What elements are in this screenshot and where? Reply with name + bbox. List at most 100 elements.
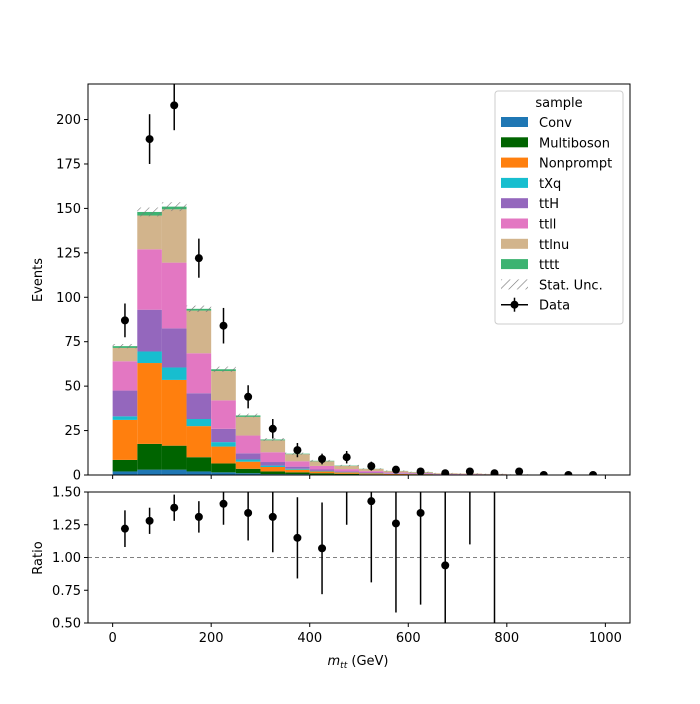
legend-swatch-txq [501, 178, 528, 188]
stat-unc-bin-2 [162, 202, 187, 211]
bottom-ytick-label-0: 0.50 [52, 617, 81, 632]
bar-multiboson-bin-1 [137, 444, 162, 470]
data-point-bin-3 [195, 254, 203, 262]
bar-ttlnu-bin-5 [236, 417, 261, 436]
data-point-bin-9 [343, 453, 351, 461]
bar-nonprompt-bin-6 [260, 467, 285, 471]
ratio-point-bin-11 [392, 519, 400, 527]
data-point-bin-16 [515, 467, 523, 475]
bar-nonprompt-bin-1 [137, 363, 162, 444]
bar-ttlnu-bin-2 [162, 209, 187, 262]
stat-unc-bin-0 [113, 344, 138, 348]
bottom-xtick-label-1: 200 [199, 631, 224, 646]
bar-txq-bin-4 [211, 442, 236, 446]
legend-swatch-nonprompt [501, 158, 528, 168]
bar-ttll-bin-8 [310, 466, 335, 470]
legend-swatch-ttlnu [501, 239, 528, 249]
bar-nonprompt-bin-10 [359, 473, 384, 474]
top-ytick-label-7: 175 [56, 157, 81, 172]
ratio-point-bin-10 [367, 497, 375, 505]
ratio-point-bin-0 [121, 525, 129, 533]
ratio-point-bin-1 [146, 517, 154, 525]
legend-label-ttll: ttll [539, 218, 556, 233]
data-point-bin-15 [491, 469, 499, 477]
bottom-ytick-label-3: 1.25 [52, 518, 81, 533]
top-ytick-label-0: 0 [73, 469, 81, 484]
top-ytick-label-1: 25 [64, 424, 81, 439]
ratio-point-bin-6 [269, 513, 277, 521]
bar-ttlnu-bin-4 [211, 371, 236, 400]
bar-conv-bin-1 [137, 470, 162, 475]
top-ytick-label-5: 125 [56, 246, 81, 261]
ratio-point-bin-12 [417, 509, 425, 517]
data-point-bin-0 [121, 316, 129, 324]
bar-ttll-bin-9 [334, 469, 359, 471]
bar-ttll-bin-5 [236, 436, 261, 454]
bar-nonprompt-bin-2 [162, 380, 187, 446]
bar-ttll-bin-0 [113, 361, 138, 390]
bar-ttll-bin-4 [211, 400, 236, 428]
top-ytick-label-6: 150 [56, 202, 81, 217]
legend-label-nonprompt: Nonprompt [539, 157, 612, 172]
legend-swatch-multiboson [501, 137, 528, 147]
bar-ttll-bin-10 [359, 471, 384, 472]
bar-nonprompt-bin-5 [236, 462, 261, 469]
data-point-bin-4 [220, 322, 228, 330]
bar-txq-bin-8 [310, 471, 335, 472]
bar-nonprompt-bin-3 [187, 426, 212, 457]
bar-ttlnu-bin-1 [137, 216, 162, 250]
data-point-bin-13 [441, 469, 449, 477]
bar-tth-bin-3 [187, 393, 212, 419]
ratio-point-bin-7 [293, 534, 301, 542]
legend-label-txq: tXq [539, 177, 561, 192]
bar-tth-bin-4 [211, 429, 236, 442]
bar-tth-bin-9 [334, 471, 359, 472]
bar-nonprompt-bin-7 [285, 470, 310, 473]
bar-ttlnu-bin-9 [334, 466, 359, 469]
bar-multiboson-bin-4 [211, 463, 236, 472]
ratio-point-bin-2 [170, 504, 178, 512]
legend-label-tttt: tttt [539, 258, 559, 273]
stat-unc-bin-1 [137, 208, 162, 217]
data-point-bin-11 [392, 466, 400, 474]
bottom-ytick-label-2: 1.00 [52, 551, 81, 566]
y-axis-title-events: Events [31, 258, 46, 302]
bar-ttll-bin-6 [260, 452, 285, 462]
bar-ttll-bin-2 [162, 263, 187, 329]
bottom-xtick-label-4: 800 [494, 631, 519, 646]
bar-nonprompt-bin-8 [310, 471, 335, 473]
bar-tth-bin-10 [359, 473, 384, 474]
bottom-xtick-label-2: 400 [297, 631, 322, 646]
bar-txq-bin-6 [260, 466, 285, 467]
bottom-ytick-label-1: 0.75 [52, 584, 81, 599]
legend-label-ttlnu: ttlnu [539, 238, 569, 253]
data-point-bin-10 [367, 462, 375, 470]
ratio-point-bin-5 [244, 509, 252, 517]
bar-tth-bin-5 [236, 453, 261, 459]
bottom-ytick-label-4: 1.50 [52, 486, 81, 501]
bar-nonprompt-bin-9 [334, 473, 359, 474]
bar-txq-bin-1 [137, 351, 162, 363]
bar-conv-bin-2 [162, 470, 187, 475]
bar-tth-bin-6 [260, 462, 285, 466]
data-point-bin-2 [170, 101, 178, 109]
data-point-bin-6 [269, 425, 277, 433]
legend-swatch-ttll [501, 219, 528, 229]
bar-ttll-bin-1 [137, 249, 162, 309]
bar-nonprompt-bin-0 [113, 420, 138, 460]
bar-tth-bin-7 [285, 467, 310, 469]
bar-multiboson-bin-5 [236, 469, 261, 473]
bottom-xtick-label-5: 1000 [589, 631, 622, 646]
top-ytick-label-8: 200 [56, 113, 81, 128]
bar-tth-bin-8 [310, 469, 335, 470]
bar-ttlnu-bin-6 [260, 440, 285, 452]
legend-swatch-conv [501, 117, 528, 127]
bar-multiboson-bin-7 [285, 472, 310, 474]
bottom-xtick-label-3: 600 [396, 631, 421, 646]
bottom-xtick-label-0: 0 [108, 631, 116, 646]
ratio-point-bin-4 [220, 500, 228, 508]
data-point-bin-12 [417, 467, 425, 475]
bar-nonprompt-bin-11 [384, 474, 409, 475]
bar-tth-bin-0 [113, 391, 138, 417]
legend-label-data: Data [539, 299, 570, 314]
